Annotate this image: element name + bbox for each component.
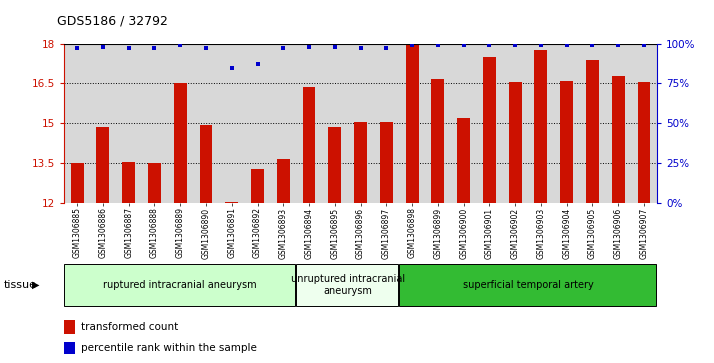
Text: percentile rank within the sample: percentile rank within the sample — [81, 343, 257, 353]
Point — [278, 45, 289, 51]
Bar — [638, 82, 650, 203]
Bar — [457, 118, 470, 203]
Bar — [354, 122, 367, 203]
Text: transformed count: transformed count — [81, 322, 178, 332]
Bar — [226, 202, 238, 203]
Bar — [64, 264, 295, 306]
Bar — [71, 163, 84, 203]
Text: unruptured intracranial
aneurysm: unruptured intracranial aneurysm — [291, 274, 405, 296]
Bar — [535, 50, 548, 203]
Bar — [303, 87, 316, 203]
Point — [252, 61, 263, 67]
Bar — [560, 81, 573, 203]
Point — [587, 42, 598, 48]
Bar — [148, 163, 161, 203]
Bar — [64, 320, 75, 334]
Point — [536, 42, 547, 48]
Point — [510, 42, 521, 48]
Text: superficial temporal artery: superficial temporal artery — [463, 280, 593, 290]
Bar — [96, 127, 109, 203]
Bar — [199, 125, 213, 203]
Point — [406, 42, 418, 48]
Point — [71, 45, 83, 51]
Point — [381, 45, 392, 51]
Bar — [296, 264, 398, 306]
Point — [458, 42, 469, 48]
Point — [200, 45, 211, 51]
Point — [355, 45, 366, 51]
Text: tissue: tissue — [4, 280, 36, 290]
Point — [483, 42, 495, 48]
Bar — [380, 122, 393, 203]
Point — [561, 42, 573, 48]
Point — [303, 44, 315, 50]
Bar — [64, 342, 75, 354]
Bar — [586, 60, 599, 203]
Point — [174, 42, 186, 48]
Point — [329, 44, 341, 50]
Point — [97, 44, 109, 50]
Text: ruptured intracranial aneurysm: ruptured intracranial aneurysm — [104, 280, 257, 290]
Bar — [612, 76, 625, 203]
Bar — [122, 162, 135, 203]
Text: GDS5186 / 32792: GDS5186 / 32792 — [57, 15, 168, 28]
Point — [226, 65, 238, 70]
Bar — [508, 82, 522, 203]
Bar — [406, 44, 418, 203]
Text: ▶: ▶ — [32, 280, 40, 290]
Bar — [251, 169, 264, 203]
Point — [638, 42, 650, 48]
Bar — [174, 83, 186, 203]
Bar — [277, 159, 290, 203]
Bar — [399, 264, 655, 306]
Bar — [328, 127, 341, 203]
Point — [613, 42, 624, 48]
Point — [123, 45, 134, 51]
Bar — [483, 57, 496, 203]
Point — [149, 45, 160, 51]
Bar — [431, 79, 444, 203]
Point — [432, 42, 443, 48]
